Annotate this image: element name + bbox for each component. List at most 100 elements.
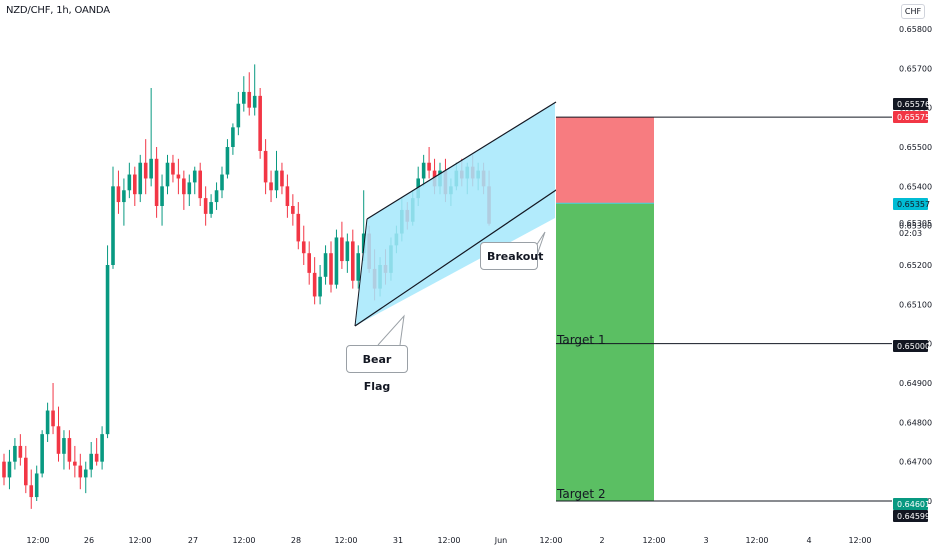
candle-body [361, 233, 366, 254]
time-tick-label: 31 [393, 536, 403, 545]
candle-body [427, 162, 431, 171]
price-tick-label: 0.64900 [899, 379, 932, 388]
candle-body [67, 438, 72, 462]
price-badge[interactable] [893, 198, 928, 210]
candle-body [13, 445, 17, 462]
candle-body [421, 162, 426, 179]
candle-body [133, 174, 137, 195]
bear-flag-label: Bear Flag [346, 345, 408, 393]
time-tick-label: 2 [599, 536, 604, 545]
price-badge-label: 0.65357 [897, 200, 930, 209]
time-tick-label: 12:00 [539, 536, 562, 545]
time-tick-label: 3 [703, 536, 708, 545]
bar-countdown-label: 02:03 [899, 229, 922, 238]
bear-flag-pointer [377, 314, 405, 346]
price-tick-label: 0.65100 [899, 300, 932, 309]
candle-body [78, 465, 83, 478]
candle-body [236, 103, 241, 128]
symbol-title: NZD/CHF, 1h, OANDA [6, 5, 110, 16]
candle-body [225, 146, 230, 175]
target-2-label: Target 2 [557, 487, 606, 501]
last-price-label: 0.65305 [899, 219, 932, 228]
candle-body [291, 205, 295, 214]
candle-body [285, 186, 290, 206]
currency-button[interactable]: CHF [901, 4, 925, 19]
candle-body [351, 241, 355, 281]
price-tick-label: 0.65300 [899, 222, 932, 231]
candle-body [40, 434, 44, 474]
candle-body [111, 186, 115, 265]
candle-body [187, 182, 192, 195]
price-tick-label: 0.65500 [899, 143, 932, 152]
candle-body [274, 170, 279, 191]
candle-body [182, 178, 186, 195]
candle-body [160, 186, 164, 206]
price-axis[interactable]: 0.658000.657000.656000.655000.654000.653… [893, 25, 932, 522]
time-tick-label: 12:00 [437, 536, 460, 545]
price-badge[interactable] [893, 98, 928, 110]
candle-body [356, 253, 361, 281]
price-badge[interactable] [893, 340, 928, 352]
candle-body [242, 91, 246, 104]
price-badge[interactable] [893, 111, 928, 123]
candle-body [24, 457, 28, 486]
candle-body [29, 485, 34, 498]
candle-body [214, 190, 219, 203]
price-badge-label: 0.64601 [897, 500, 930, 509]
time-tick-label: Jun [494, 536, 508, 545]
profit-target-zone [556, 203, 654, 501]
candle-body [56, 426, 61, 454]
candle-body [340, 237, 344, 262]
candle-body [154, 158, 159, 206]
time-tick-label: 28 [291, 536, 301, 545]
candle-body [100, 434, 104, 462]
time-tick-label: 26 [84, 536, 94, 545]
breakout-label: Breakout [480, 242, 543, 270]
candle-body [122, 190, 126, 203]
candle-body [73, 461, 77, 466]
candle-body [127, 174, 132, 191]
candle-body [334, 237, 339, 285]
price-tick-label: 0.64800 [899, 418, 932, 427]
candle-body [220, 174, 224, 191]
price-tick-label: 0.65400 [899, 182, 932, 191]
candle-body [149, 158, 153, 179]
candle-body [329, 253, 333, 285]
candle-body [7, 461, 12, 478]
candle-body [209, 202, 213, 214]
candle-body [269, 182, 273, 191]
price-badge-label: 0.65000 [897, 342, 930, 351]
candle-body [252, 95, 257, 108]
candle-body [62, 438, 66, 454]
candle-body [312, 272, 317, 297]
candle-body [138, 162, 143, 195]
candle-body [231, 127, 235, 147]
channel-left-edge [354, 218, 368, 327]
price-tick-label: 0.65800 [899, 25, 932, 34]
channel-lower-line [354, 162, 597, 327]
candle-body [34, 473, 39, 498]
price-badge[interactable] [893, 498, 928, 510]
candle-body [18, 445, 23, 458]
drawings-group [354, 101, 892, 502]
time-tick-label: 12:00 [848, 536, 871, 545]
time-tick-label: 27 [188, 536, 198, 545]
flag-channel [355, 103, 555, 326]
candle-body [116, 186, 121, 203]
candle-body [176, 174, 181, 179]
time-axis[interactable]: 12:00 26 12:00 27 12:00 28 12:00 31 12:00 Jun 12:0… [26, 536, 871, 545]
candle-body [45, 410, 50, 435]
price-tick-label: 0.65700 [899, 64, 932, 73]
candle-body [280, 170, 284, 187]
candle-body [307, 253, 311, 273]
price-tick-label: 0.65200 [899, 261, 932, 270]
candle-body [203, 198, 208, 214]
candle-body [171, 162, 175, 175]
stop-loss-zone [556, 117, 654, 204]
candle-body [105, 264, 110, 435]
price-badge[interactable] [893, 510, 928, 522]
candle-body [143, 162, 148, 179]
price-badge-label: 0.65576 [897, 100, 930, 109]
candle-body [263, 150, 268, 183]
